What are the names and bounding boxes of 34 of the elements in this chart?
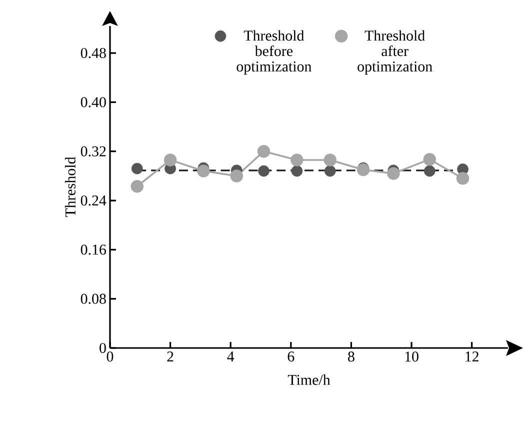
- x-tick-label: 10: [405, 352, 418, 362]
- point: [424, 165, 436, 177]
- point: [131, 162, 143, 174]
- point: [290, 154, 304, 166]
- point: [324, 165, 336, 177]
- y-axis-title: Threshold: [64, 156, 76, 218]
- y-tick-label: 0.08: [80, 294, 106, 304]
- point: [356, 163, 370, 176]
- point: [291, 165, 303, 177]
- point: [258, 165, 270, 177]
- point: [456, 172, 470, 185]
- x-tick-label: 12: [466, 352, 478, 362]
- x-tick-label: 2: [167, 352, 174, 362]
- legend-label: Threshold after optimization: [358, 30, 432, 75]
- point: [197, 164, 210, 178]
- x-tick-label: 4: [227, 352, 234, 362]
- x-tick-label: 8: [348, 352, 354, 362]
- y-tick-label: 0.24: [80, 195, 106, 206]
- point: [164, 154, 177, 166]
- y-tick-label: 0.40: [80, 97, 106, 108]
- point: [257, 144, 270, 158]
- point: [324, 154, 336, 166]
- x-tick-label: 6: [288, 352, 294, 362]
- point: [230, 170, 244, 182]
- x-axis-title: Time/h: [288, 374, 330, 385]
- y-tick-label: 0.48: [80, 48, 106, 58]
- y-tick-label: 0.32: [80, 146, 106, 156]
- legend-label: Threshold before optimization: [236, 30, 312, 75]
- point: [423, 152, 436, 166]
- point: [387, 167, 400, 180]
- y-tick-label: 0: [100, 342, 106, 354]
- point: [130, 180, 144, 193]
- y-tick-label: 0.16: [80, 244, 106, 255]
- x-tick-label: 0: [106, 352, 114, 362]
